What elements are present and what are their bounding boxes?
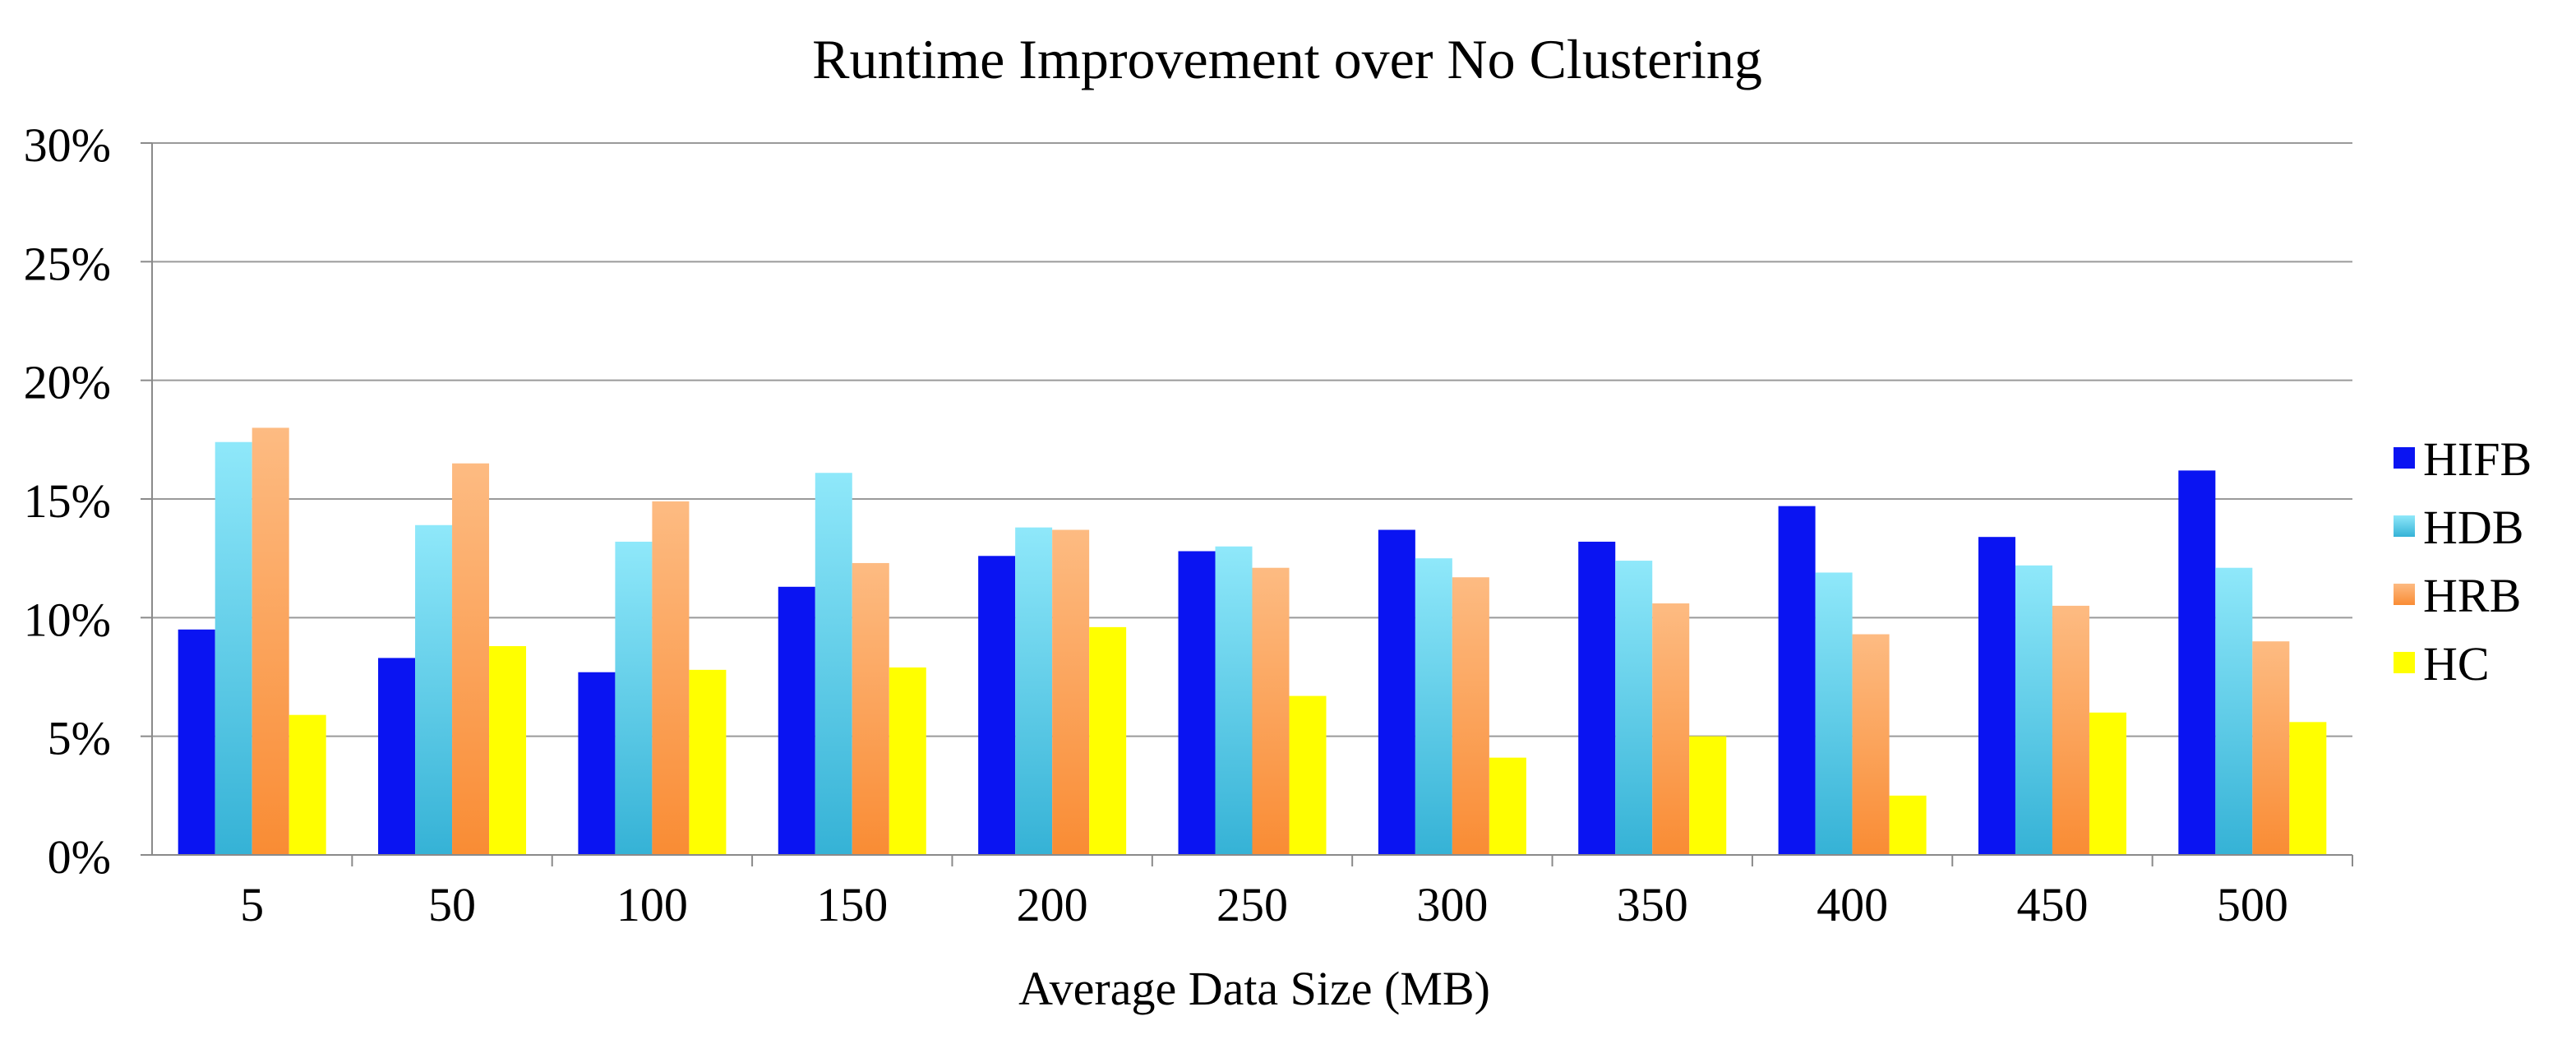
x-axis-title: Average Data Size (MB)	[1018, 962, 1490, 1015]
bar-hifb	[1378, 529, 1415, 855]
bar-hdb	[2215, 567, 2253, 855]
bar-hrb	[1452, 577, 1489, 855]
bar-hrb	[2052, 605, 2089, 855]
tick-labels: 0% 5% 10% 15% 20% 25% 30% 5 50 100 150 200 250 300 350…	[24, 118, 2288, 931]
legend: HIFB HDB HRB HC	[2394, 432, 2532, 691]
bar-hrb	[1852, 634, 1890, 855]
bar-hdb	[1215, 546, 1253, 855]
bar-hc	[489, 645, 527, 855]
bar-hdb	[215, 441, 252, 855]
bar-hdb	[1015, 527, 1053, 855]
bar-hifb	[178, 629, 215, 855]
bar-hifb	[1978, 537, 2015, 855]
bar-hifb	[578, 672, 616, 855]
y-tick-label: 0%	[48, 830, 111, 884]
bar-hifb	[1778, 506, 1816, 855]
bar-hc	[1889, 795, 1927, 855]
bar-hrb	[452, 463, 490, 855]
x-tick-label: 350	[1617, 878, 1688, 931]
legend-item-hc: HC	[2394, 637, 2490, 691]
bar-hc	[889, 667, 926, 855]
x-tick-label: 150	[816, 878, 888, 931]
bar-hc	[1689, 736, 1727, 855]
legend-item-hdb: HDB	[2394, 501, 2523, 554]
bar-hrb	[1652, 603, 1690, 855]
y-tick-label: 25%	[24, 237, 111, 290]
x-tick-label: 500	[2217, 878, 2288, 931]
bar-hc	[1489, 757, 1526, 855]
x-tick-label: 50	[428, 878, 476, 931]
x-tick-label: 5	[240, 878, 264, 931]
bar-hifb	[378, 658, 416, 855]
bar-hrb	[1052, 529, 1090, 855]
bar-hifb	[978, 556, 1016, 855]
bar-hdb	[615, 541, 653, 855]
bar-hrb	[2252, 641, 2290, 855]
bar-hc	[1089, 626, 1127, 855]
bar-hrb	[852, 562, 889, 855]
legend-swatch	[2394, 584, 2415, 605]
bar-hrb	[1252, 567, 1290, 855]
bar-hc	[289, 714, 326, 855]
bar-hifb	[778, 586, 815, 855]
bar-hc	[689, 669, 727, 855]
bar-hdb	[1415, 558, 1452, 855]
legend-item-hrb: HRB	[2394, 569, 2521, 622]
bars	[178, 427, 2327, 855]
x-tick-label: 250	[1216, 878, 1288, 931]
bar-hrb	[252, 427, 289, 855]
x-tick-label: 100	[616, 878, 688, 931]
legend-swatch	[2394, 652, 2415, 673]
x-tick-label: 450	[2016, 878, 2088, 931]
y-tick-label: 5%	[48, 712, 111, 765]
legend-swatch	[2394, 515, 2415, 537]
bar-hdb	[1615, 561, 1653, 855]
y-tick-label: 15%	[24, 474, 111, 528]
y-tick-label: 10%	[24, 593, 111, 646]
bar-hc	[2289, 722, 2327, 855]
x-tick-label: 400	[1817, 878, 1888, 931]
bar-hdb	[815, 473, 852, 855]
bar-hdb	[1815, 572, 1853, 855]
legend-label: HDB	[2423, 501, 2523, 554]
bar-hifb	[1578, 541, 1616, 855]
bar-hdb	[2015, 565, 2052, 855]
bar-hifb	[1178, 551, 1216, 855]
bar-hc	[1289, 695, 1327, 855]
axes	[141, 142, 2353, 866]
legend-label: HIFB	[2423, 432, 2532, 486]
bar-hc	[2089, 712, 2126, 855]
y-tick-label: 20%	[24, 356, 111, 409]
y-tick-label: 30%	[24, 118, 111, 172]
legend-label: HRB	[2423, 569, 2521, 622]
x-tick-label: 300	[1416, 878, 1488, 931]
chart-title: Runtime Improvement over No Clustering	[812, 28, 1762, 90]
legend-label: HC	[2423, 637, 2490, 691]
x-tick-label: 200	[1017, 878, 1088, 931]
legend-item-hifb: HIFB	[2394, 432, 2532, 486]
bar-hrb	[652, 501, 690, 855]
legend-swatch	[2394, 447, 2415, 469]
bar-hifb	[2178, 470, 2216, 855]
bar-hdb	[415, 524, 453, 855]
